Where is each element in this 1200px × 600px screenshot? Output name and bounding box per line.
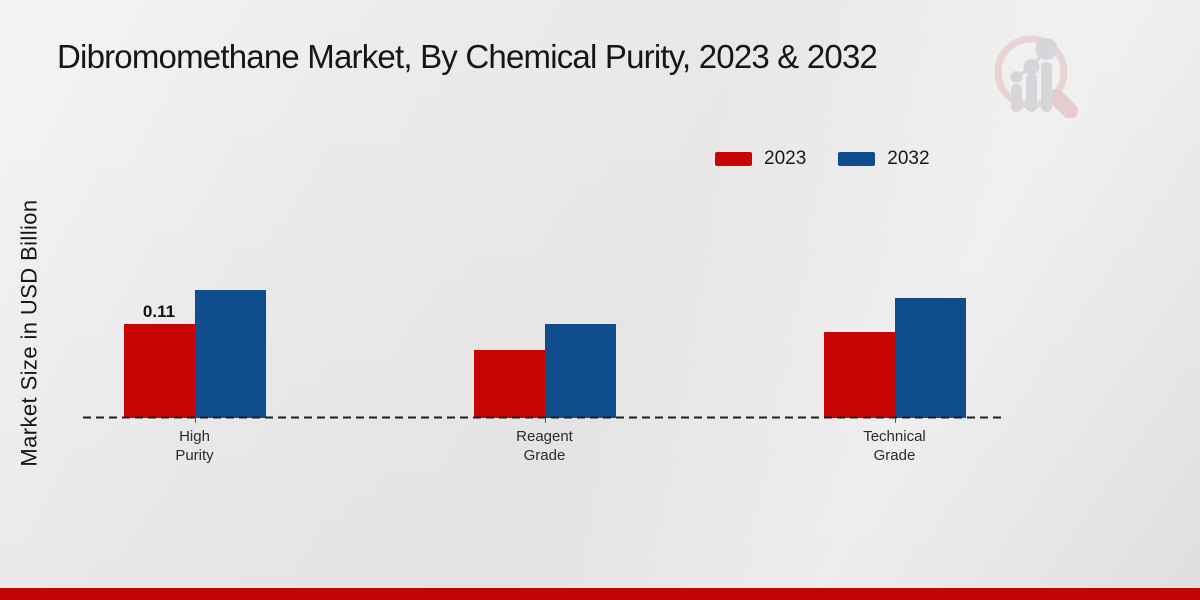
x-category-label-2: Technical Grade [863, 428, 926, 464]
bar-2023-1 [473, 350, 545, 418]
legend-item-2023: 2023 [715, 148, 806, 170]
bar-2032-0 [194, 290, 266, 418]
x-category-label-1: Reagent Grade [516, 428, 573, 464]
x-axis-tick-2 [894, 418, 896, 423]
legend-label-2032: 2032 [887, 148, 930, 169]
chart-title: Dibromomethane Market, By Chemical Purit… [57, 38, 878, 75]
mrfr-logo-watermark-icon [994, 35, 1078, 118]
x-axis-tick-1 [544, 418, 546, 423]
x-axis-tick-0 [194, 418, 196, 423]
legend-label-2023: 2023 [764, 148, 807, 169]
legend: 2023 2032 [715, 146, 930, 172]
footer-accent-bar [0, 588, 1200, 600]
legend-swatch-2032-icon [838, 152, 876, 166]
bar-2032-1 [544, 324, 616, 418]
bar-2032-2 [894, 298, 966, 418]
bar-value-label: 0.11 [142, 302, 176, 321]
legend-swatch-2023-icon [715, 152, 752, 166]
x-category-label-0: High Purity [175, 428, 214, 464]
legend-item-2032: 2032 [838, 148, 930, 170]
bar-2023-2 [823, 332, 895, 418]
bar-2023-0 [123, 324, 195, 418]
